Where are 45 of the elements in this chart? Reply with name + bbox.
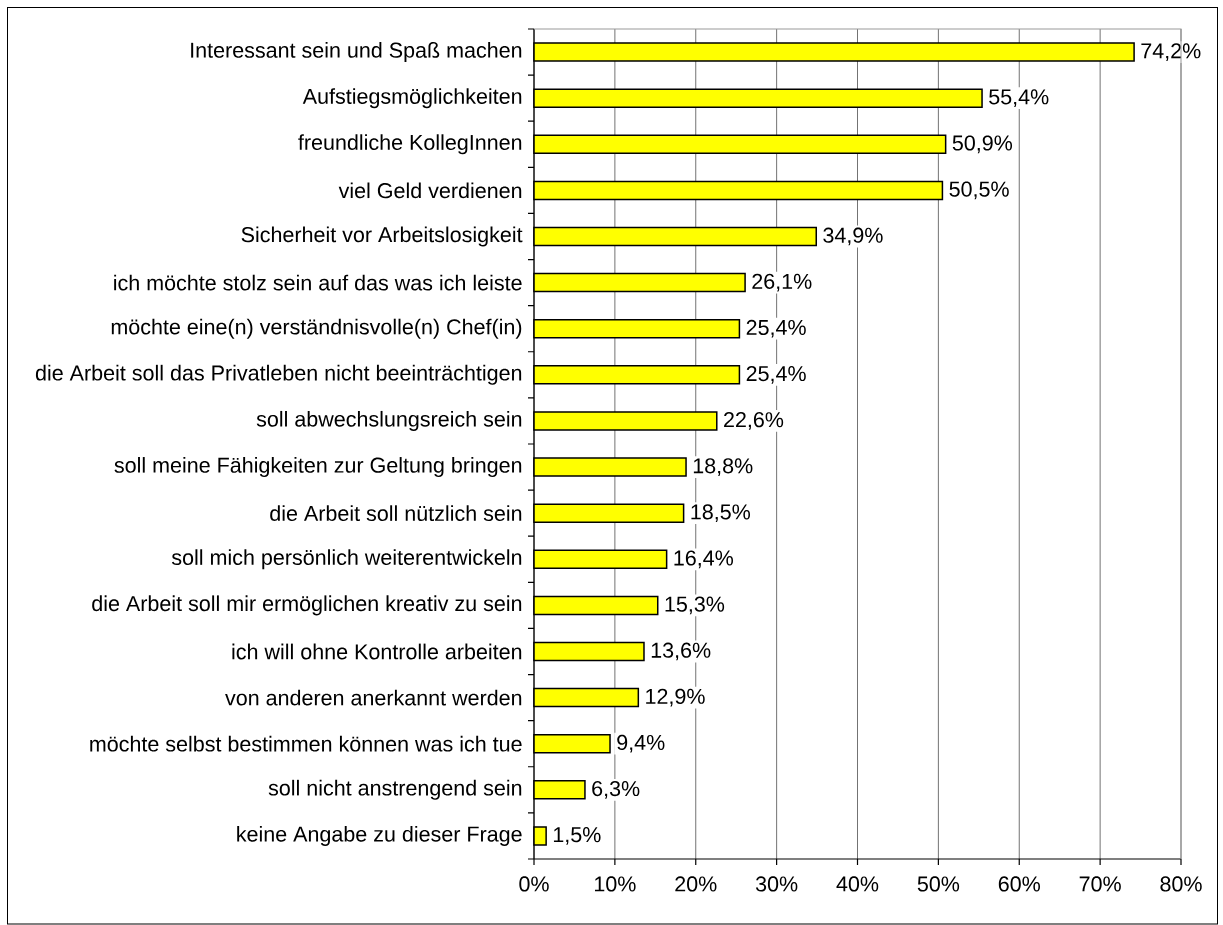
y-tick-label: freundliche KollegInnen bbox=[298, 134, 522, 155]
y-tick-label: soll meine Fähigkeiten zur Geltung bringen bbox=[114, 457, 522, 478]
data-label: 74,2% bbox=[1141, 43, 1201, 61]
data-label: 15,3% bbox=[665, 596, 725, 615]
data-label: 50,5% bbox=[949, 181, 1009, 200]
y-tick-label: die Arbeit soll das Privatleben nicht beeinträchtigen bbox=[35, 364, 522, 385]
y-tick-label: die Arbeit soll nützlich sein bbox=[270, 505, 522, 522]
data-label: 25,4% bbox=[746, 365, 806, 384]
x-tick-label: 50% bbox=[917, 876, 960, 892]
y-tick-label: viel Geld verdienen bbox=[338, 182, 522, 199]
data-label: 9,4% bbox=[617, 734, 665, 753]
data-label: 18,5% bbox=[691, 504, 751, 523]
y-tick-label: Sicherheit vor Arbeitslosigkeit bbox=[241, 226, 523, 247]
y-tick-label: ich möchte stolz sein auf das was ich leiste bbox=[114, 274, 522, 291]
y-tick-label: Aufstiegsmöglichkeiten bbox=[302, 88, 522, 109]
x-tick-label: 30% bbox=[755, 876, 798, 892]
x-tick-label: 80% bbox=[1160, 876, 1202, 892]
data-label: 6,3% bbox=[592, 780, 640, 799]
y-tick-label: Interessant sein und Spaß machen bbox=[191, 42, 522, 63]
x-tick-label: 60% bbox=[998, 876, 1040, 892]
y-tick-label: von anderen anerkannt werden bbox=[225, 689, 522, 706]
data-label: 25,4% bbox=[746, 319, 806, 338]
y-tick-label: soll abwechslungsreich sein bbox=[256, 410, 522, 431]
x-tick-label: 20% bbox=[675, 876, 717, 892]
data-label: 16,4% bbox=[674, 550, 734, 569]
data-label: 55,4% bbox=[989, 89, 1049, 107]
data-label: 13,6% bbox=[651, 642, 711, 661]
data-label: 34,9% bbox=[823, 227, 883, 246]
y-tick-label: möchte selbst bestimmen können was ich tue bbox=[90, 735, 522, 752]
x-tick-label: 70% bbox=[1079, 876, 1121, 892]
data-label: 12,9% bbox=[646, 688, 705, 707]
data-label: 1,5% bbox=[553, 827, 601, 845]
y-tick-label: soll mich persönlich weiterentwickeln bbox=[171, 549, 522, 570]
y-tick-label: soll nicht anstrengend sein bbox=[268, 779, 522, 800]
data-label: 22,6% bbox=[724, 412, 784, 430]
y-tick-label: keine Angabe zu dieser Frage bbox=[237, 825, 522, 846]
x-tick-label: 0% bbox=[519, 876, 549, 892]
y-tick-label: möchte eine(n) verständnisvolle(n) Chef(in) bbox=[111, 318, 522, 339]
y-tick-label: ich will ohne Kontrolle arbeiten bbox=[232, 643, 522, 660]
data-label: 26,1% bbox=[752, 273, 812, 292]
data-label: 18,8% bbox=[693, 458, 753, 476]
data-label: 50,9% bbox=[952, 135, 1013, 154]
x-tick-label: 10% bbox=[594, 876, 636, 892]
x-tick-label: 40% bbox=[836, 876, 879, 892]
y-tick-label: die Arbeit soll mir ermöglichen kreativ zu sein bbox=[92, 595, 522, 616]
